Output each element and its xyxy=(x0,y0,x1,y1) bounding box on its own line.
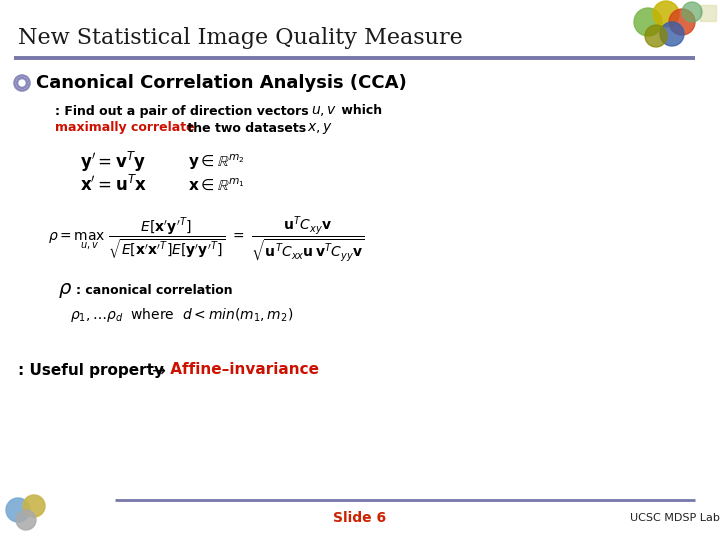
Text: Slide 6: Slide 6 xyxy=(333,511,387,525)
Text: $\rightarrow$: $\rightarrow$ xyxy=(148,361,166,379)
Text: $x, y$: $x, y$ xyxy=(303,120,333,136)
Text: the two datasets: the two datasets xyxy=(183,122,306,134)
Text: $u, v$: $u, v$ xyxy=(311,104,337,118)
Text: : canonical correlation: : canonical correlation xyxy=(76,284,233,296)
Circle shape xyxy=(653,1,679,27)
Circle shape xyxy=(634,8,662,36)
Text: : Useful property: : Useful property xyxy=(18,362,164,377)
Circle shape xyxy=(660,22,684,46)
Text: : Find out a pair of direction vectors: : Find out a pair of direction vectors xyxy=(55,105,309,118)
Circle shape xyxy=(23,495,45,517)
Circle shape xyxy=(6,498,30,522)
Text: New Statistical Image Quality Measure: New Statistical Image Quality Measure xyxy=(18,27,463,49)
Circle shape xyxy=(17,78,27,89)
Text: $\rho = \underset{u,v}{\max}\ \dfrac{E[\mathbf{x}'\mathbf{y}'^T]}{\sqrt{E[\mathb: $\rho = \underset{u,v}{\max}\ \dfrac{E[\… xyxy=(48,215,365,265)
Text: UCSC MDSP Lab: UCSC MDSP Lab xyxy=(630,513,720,523)
Circle shape xyxy=(669,9,695,35)
Text: Affine–invariance: Affine–invariance xyxy=(165,362,319,377)
Circle shape xyxy=(19,80,25,86)
Text: $\mathbf{x} \in \mathbb{R}^{m_1}$: $\mathbf{x} \in \mathbb{R}^{m_1}$ xyxy=(188,177,245,193)
Text: $\mathbf{x}' = \mathbf{u}^T\mathbf{x}$: $\mathbf{x}' = \mathbf{u}^T\mathbf{x}$ xyxy=(80,175,147,195)
Circle shape xyxy=(682,2,702,22)
Text: maximally correlate: maximally correlate xyxy=(55,122,194,134)
Text: Canonical Correlation Analysis (CCA): Canonical Correlation Analysis (CCA) xyxy=(36,74,407,92)
Text: $\mathbf{y} \in \mathbb{R}^{m_2}$: $\mathbf{y} \in \mathbb{R}^{m_2}$ xyxy=(188,152,245,172)
Circle shape xyxy=(645,25,667,47)
Text: $\rho$: $\rho$ xyxy=(58,280,72,300)
Text: which: which xyxy=(337,105,382,118)
Text: $\mathbf{y}' = \mathbf{v}^T\mathbf{y}$: $\mathbf{y}' = \mathbf{v}^T\mathbf{y}$ xyxy=(80,150,146,174)
Text: $\rho_1, \ldots \rho_d$  where  $d < min(m_1, m_2)$: $\rho_1, \ldots \rho_d$ where $d < min(m… xyxy=(70,306,293,324)
Circle shape xyxy=(16,510,36,530)
Bar xyxy=(700,5,716,21)
